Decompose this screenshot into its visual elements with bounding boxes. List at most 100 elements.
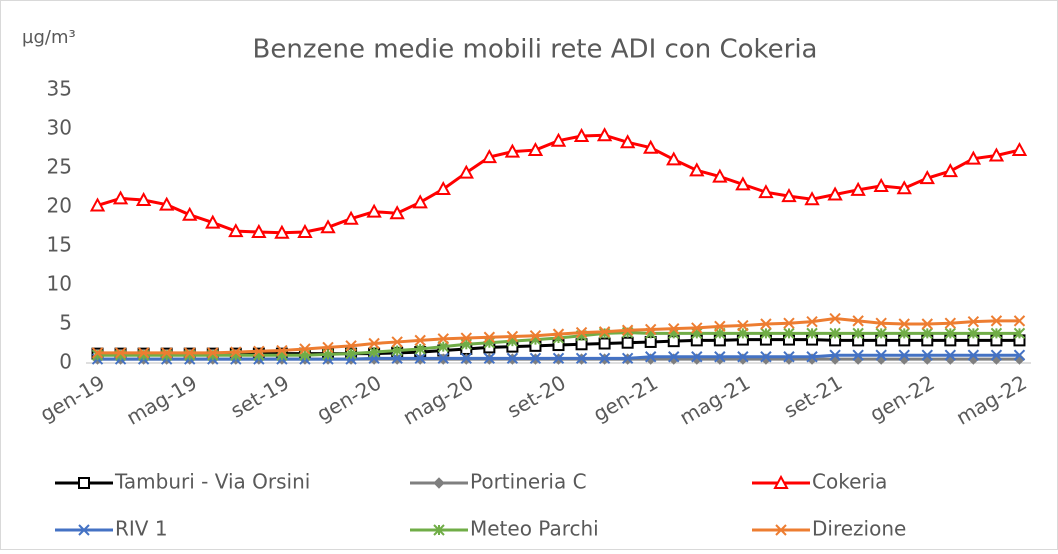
marker [944,317,957,329]
marker-stroke [760,318,772,330]
legend-marker [773,474,789,489]
marker-stroke [184,347,196,359]
y-tick-label: 10 [47,272,72,296]
marker-stroke [160,347,173,359]
marker [806,315,818,328]
marker [160,347,173,359]
marker [596,127,613,142]
marker [598,326,611,338]
marker-stroke [691,351,703,363]
marker-stroke [575,352,588,365]
marker [967,327,980,340]
marker [552,328,565,340]
marker-stroke [529,329,542,342]
marker [506,330,519,343]
marker-stroke [775,524,787,536]
marker [412,194,428,209]
legend-label: Direzione [812,517,906,541]
legend-marker [433,524,445,536]
marker [781,187,797,203]
marker [550,132,567,147]
marker [829,349,841,361]
marker [504,143,521,158]
marker-stroke [967,315,980,328]
marker-stroke [78,524,90,536]
marker-stroke [783,351,795,363]
y-tick-label: 15 [47,233,72,257]
marker [114,347,127,359]
marker [1013,315,1026,327]
marker-stroke [575,326,588,339]
marker [758,184,774,199]
marker [875,349,887,361]
marker-stroke [737,351,749,363]
legend-marker [433,477,445,489]
marker-stroke [944,349,957,361]
marker [91,347,104,359]
marker [368,346,380,358]
marker [689,162,705,177]
marker [460,332,473,344]
marker [988,147,1005,162]
marker-stroke [368,337,380,350]
marker [343,210,359,225]
marker-stroke [391,336,403,348]
marker [737,319,749,332]
marker-stroke [644,351,657,363]
marker [967,349,980,361]
marker-stroke [668,351,680,363]
marker [207,347,219,359]
marker-stroke [230,346,242,358]
marker-stroke [506,352,519,365]
marker [990,327,1003,340]
marker-stroke [737,319,749,332]
marker [112,190,129,205]
marker [898,318,910,330]
marker-stroke [852,315,864,327]
marker [575,326,588,339]
marker-stroke [345,340,357,352]
marker [598,337,611,350]
y-tick-label: 5 [59,311,72,335]
marker [529,329,542,342]
legend-label: Tamburi - Via Orsini [114,470,310,494]
marker [783,351,795,363]
marker-stroke [460,332,473,344]
marker [668,322,680,335]
marker-stroke [91,347,104,359]
chart-title: Benzene medie mobili rete ADI con Cokeri… [253,35,818,65]
marker [460,352,473,365]
marker [158,196,175,211]
marker [806,351,818,363]
marker [714,351,726,363]
marker [575,338,588,351]
marker [621,324,634,336]
marker-stroke [806,315,818,328]
legend-label: RIV 1 [115,517,168,541]
marker [1013,349,1026,361]
marker-stroke [529,352,542,365]
marker [829,312,841,325]
marker-stroke [921,318,933,330]
marker [345,340,357,352]
marker [944,349,957,361]
marker [967,315,980,328]
marker [965,150,982,165]
marker [783,317,795,329]
marker [391,336,403,348]
legend-marker [78,524,90,536]
marker-stroke [691,322,703,334]
marker-stroke [990,315,1003,327]
marker-stroke [990,349,1003,361]
y-tick-label: 0 [59,350,72,374]
marker [990,315,1003,327]
marker-stroke [1013,315,1026,327]
marker-stroke [668,322,680,335]
marker [619,134,636,149]
marker-stroke [829,349,841,361]
marker [137,347,150,359]
marker-stroke [552,352,565,365]
marker [527,141,544,157]
marker [621,336,634,349]
marker-stroke [483,352,496,365]
